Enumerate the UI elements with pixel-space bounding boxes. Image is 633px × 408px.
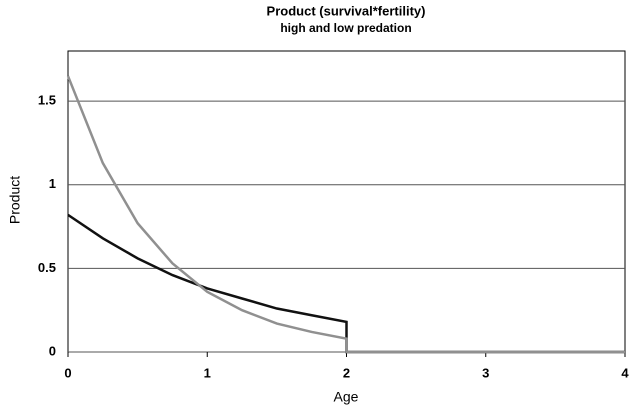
x-tick-label: 0 — [64, 365, 71, 380]
chart-title: Product (survival*fertility) — [267, 3, 426, 18]
x-tick-label: 2 — [343, 365, 350, 380]
y-tick-label: 1.5 — [38, 93, 56, 108]
y-tick-label: 0.5 — [38, 260, 56, 275]
x-tick-label: 3 — [482, 365, 489, 380]
chart-subtitle: high and low predation — [280, 21, 411, 35]
x-tick-label: 4 — [621, 365, 629, 380]
x-axis-label: Age — [334, 389, 359, 405]
y-axis-label: Product — [7, 176, 23, 224]
series-line — [67, 213, 625, 354]
y-tick-label: 0 — [49, 343, 56, 358]
plot-frame — [67, 50, 626, 353]
y-tick-label: 1 — [49, 176, 56, 191]
series-line — [66, 75, 625, 354]
x-tick-label: 1 — [204, 365, 211, 380]
